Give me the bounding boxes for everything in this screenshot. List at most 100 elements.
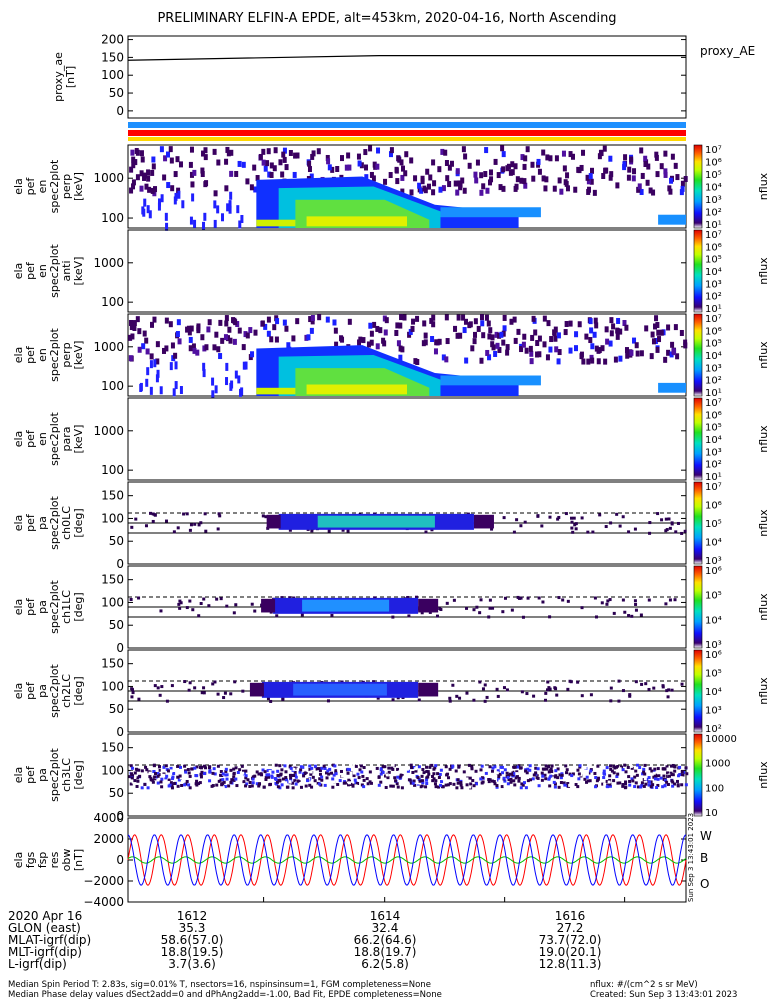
spectrogram-cell: [153, 186, 158, 193]
spectrogram-cell: [299, 777, 303, 781]
spectrogram-cell: [253, 186, 258, 193]
spectrogram-cell: [678, 779, 682, 783]
spectrogram-cell: [360, 783, 364, 787]
spectrogram-cell: [241, 769, 245, 773]
spectrogram-cell: [259, 772, 263, 776]
y-axis-label: [deg]: [72, 760, 85, 789]
y-axis-label: pef: [24, 765, 37, 784]
spectrogram-cell: [280, 596, 284, 600]
spectrogram-cell: [465, 777, 469, 781]
y-axis-label: res: [48, 851, 61, 868]
spectrogram-cell: [413, 175, 418, 182]
spectrogram-cell: [199, 521, 203, 525]
spectrogram-cell: [624, 780, 628, 784]
spectrogram-cell: [389, 147, 394, 154]
y-tick-label: 50: [109, 86, 124, 100]
spectrogram-cell: [267, 775, 271, 779]
spectrogram-cell: [459, 783, 463, 787]
spectrogram-cell: [573, 186, 578, 193]
colorbar-tick-label: 10²: [705, 292, 722, 303]
spectrogram-cell: [564, 320, 569, 327]
spectrogram-cell: [129, 319, 134, 326]
spectrogram-cell: [244, 361, 248, 370]
spectrogram-cell: [583, 777, 587, 781]
spectrogram-cell: [334, 770, 338, 774]
spectrogram-cell: [485, 187, 490, 194]
spectrogram-cell: [349, 771, 353, 775]
spectrogram-cell: [605, 779, 609, 783]
spectrogram-cell: [195, 783, 199, 787]
spectrogram-cell: [318, 777, 322, 781]
spectrogram-cell: [211, 784, 215, 788]
spectrogram-cell: [595, 615, 599, 619]
spectrogram-cell: [366, 782, 370, 786]
spectrogram-cell: [268, 770, 272, 774]
y-axis-label: ela: [12, 347, 25, 364]
spectrogram-cell: [282, 147, 287, 154]
spectrogram-cell: [669, 177, 674, 184]
spectrogram-cell: [608, 782, 612, 786]
colorbar-tick-label: 10⁶: [705, 326, 722, 337]
spectrogram-cell: [473, 331, 478, 338]
spectrogram-cell: [223, 334, 228, 341]
spectrogram-cell: [157, 765, 161, 769]
spectrogram-cell: [281, 777, 285, 781]
spectrogram-cell: [382, 340, 387, 347]
spectrogram-cell: [224, 185, 229, 192]
spectrogram-cell: [223, 785, 227, 789]
y-axis-label: en: [36, 264, 49, 278]
spectrogram-cell: [448, 696, 452, 700]
spectrogram-cell: [431, 159, 436, 166]
spectrogram-cell: [223, 691, 227, 695]
spectrogram-cell: [166, 151, 171, 158]
spectrogram-cell: [317, 784, 321, 788]
spectrogram-cell: [172, 530, 176, 534]
spectrogram-cell: [208, 779, 212, 783]
spectrogram-cell: [569, 680, 573, 684]
spectrogram-cell: [340, 155, 345, 162]
spectrogram-cell: [391, 698, 395, 702]
spectrogram-cell: [213, 772, 217, 776]
spectrogram-cell: [633, 775, 637, 779]
spectrogram-cell: [670, 341, 675, 348]
spectrogram-cell: [307, 166, 312, 173]
spectrogram-cell: [425, 781, 429, 785]
spectrogram-cell: [647, 780, 651, 784]
spectrogram-cell: [592, 331, 597, 338]
spectrogram-cell: [144, 524, 148, 528]
spectrogram-cell: [193, 686, 197, 690]
spectrogram-cell: [219, 597, 223, 601]
spectrogram-cell: [512, 765, 516, 769]
spectrogram-cell: [293, 770, 297, 774]
spectrogram-cell: [418, 779, 422, 783]
spectrogram-cell: [245, 178, 250, 185]
spectrogram-cell: [412, 765, 416, 769]
spectrogram-cell: [643, 763, 647, 767]
spectrogram-cell: [248, 781, 252, 785]
spectrogram-cell: [439, 768, 443, 772]
spectrogram-cell: [519, 766, 523, 770]
spectrogram-cell: [447, 164, 452, 171]
spectrogram-cell: [244, 784, 248, 788]
spectrogram-cell: [396, 775, 400, 779]
spectrogram-cell: [490, 334, 495, 341]
spectrogram-cell: [499, 331, 504, 338]
spectrogram-cell: [484, 314, 489, 321]
spectrogram-cell: [432, 777, 436, 781]
spectrogram-cell: [413, 783, 417, 787]
spectrogram-cell: [542, 767, 546, 771]
spectrogram-cell: [409, 157, 414, 164]
spectrogram-cell: [464, 781, 468, 785]
spectrogram-cell: [298, 781, 302, 785]
y-axis-label: ela: [12, 431, 25, 448]
spectrogram-cell: [219, 773, 223, 777]
spectrogram-cell: [396, 767, 400, 771]
spectrogram-cell: [131, 162, 136, 169]
spectrogram-cell: [640, 172, 645, 179]
spectrogram-cell: [602, 769, 606, 773]
spectrogram-cell: [670, 153, 675, 160]
spectrogram-cell: [680, 531, 684, 535]
spectrogram-cell: [648, 187, 653, 194]
spectrogram-cell: [490, 779, 494, 783]
spectrogram-cell: [167, 784, 171, 788]
